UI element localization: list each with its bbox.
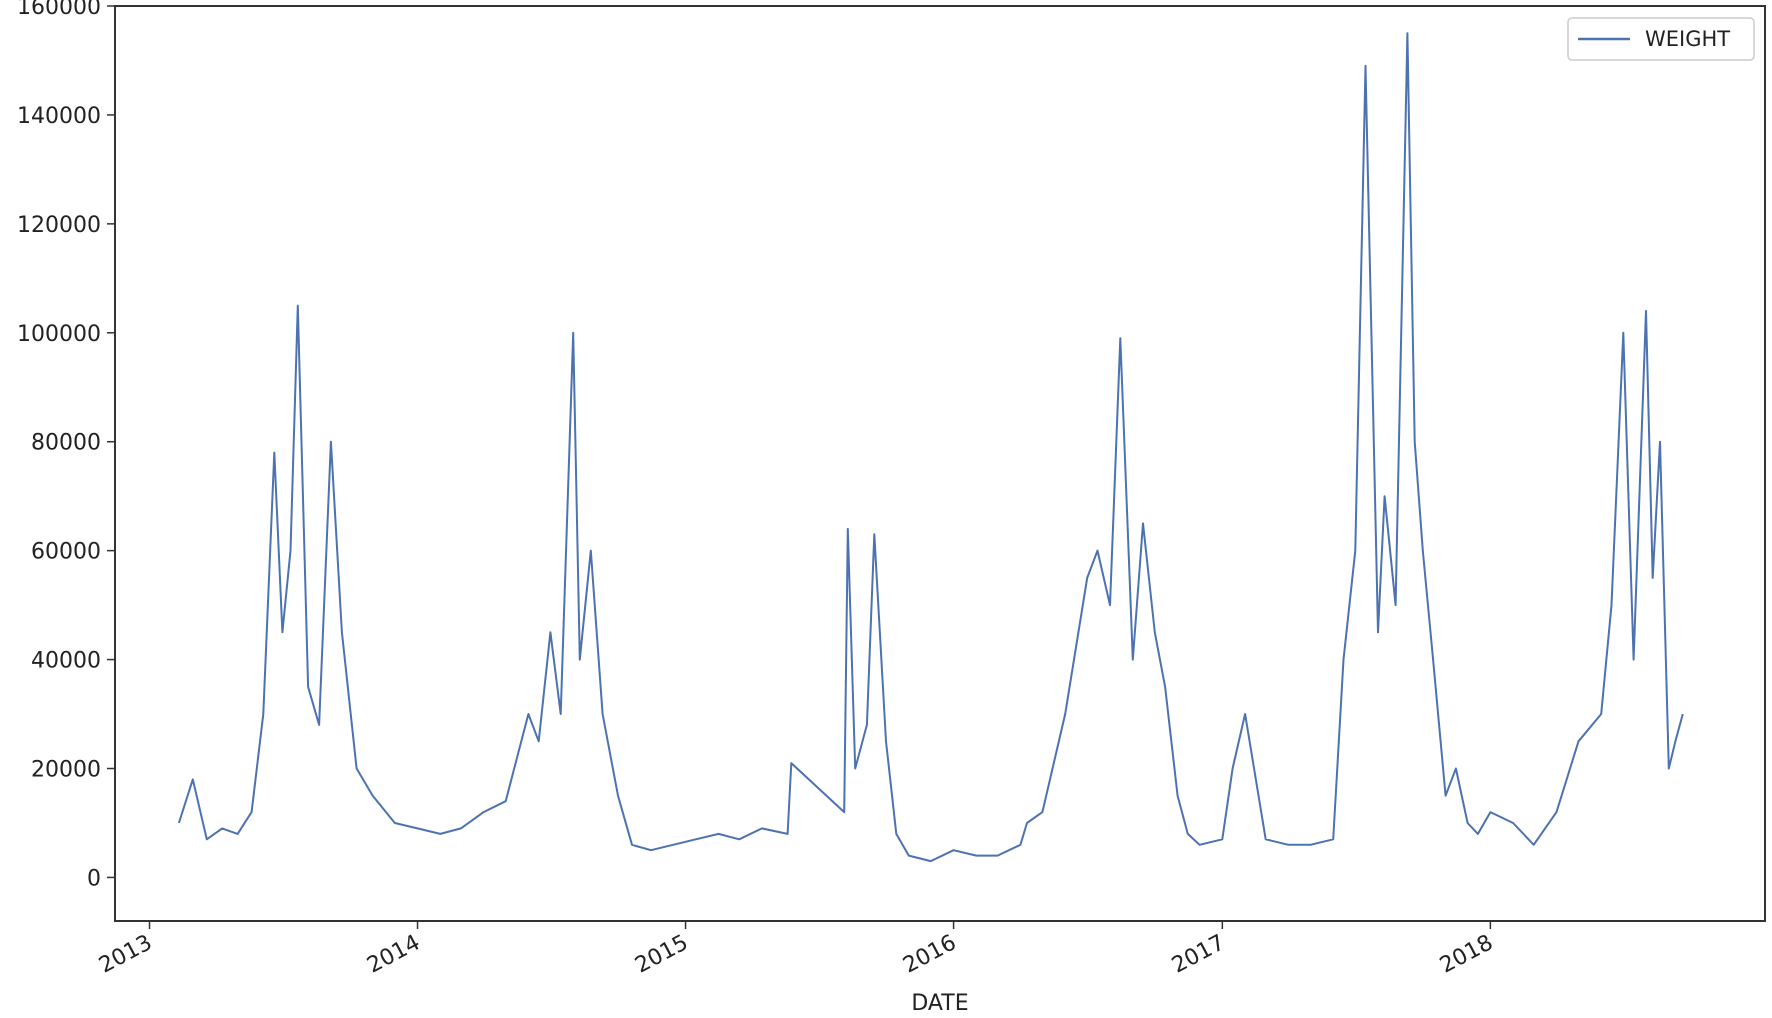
x-tick-label: 2017	[1168, 930, 1229, 978]
y-tick-label: 120000	[17, 213, 101, 238]
x-axis-title: DATE	[911, 991, 968, 1016]
y-tick-label: 20000	[31, 758, 101, 783]
y-tick-label: 0	[87, 866, 101, 891]
plot-area-frame	[114, 5, 1766, 922]
x-tick-label: 2015	[631, 930, 692, 978]
x-tick-label: 2016	[899, 930, 960, 978]
y-tick-label: 80000	[31, 431, 101, 456]
y-tick-label: 60000	[31, 540, 101, 565]
x-tick-label: 2014	[363, 930, 424, 978]
legend-box	[1567, 17, 1755, 61]
x-tick-label: 2013	[95, 930, 156, 978]
x-tick-label: 2018	[1436, 930, 1497, 978]
series-layer	[177, 32, 1684, 863]
legend-weight-label: WEIGHT	[1645, 27, 1730, 51]
y-tick-label: 140000	[17, 104, 101, 129]
legend: WEIGHT	[1567, 17, 1755, 61]
y-tick-label: 100000	[17, 322, 101, 347]
y-tick-label: 160000	[17, 0, 101, 20]
y-axis: 0 20000 40000 60000 80000 100000 120000 140000 1…	[17, 0, 115, 891]
series-line-weight	[177, 32, 1684, 863]
x-axis: 2013 2014 2015 2016 2017 2018	[95, 921, 1497, 979]
y-tick-label: 40000	[31, 649, 101, 674]
